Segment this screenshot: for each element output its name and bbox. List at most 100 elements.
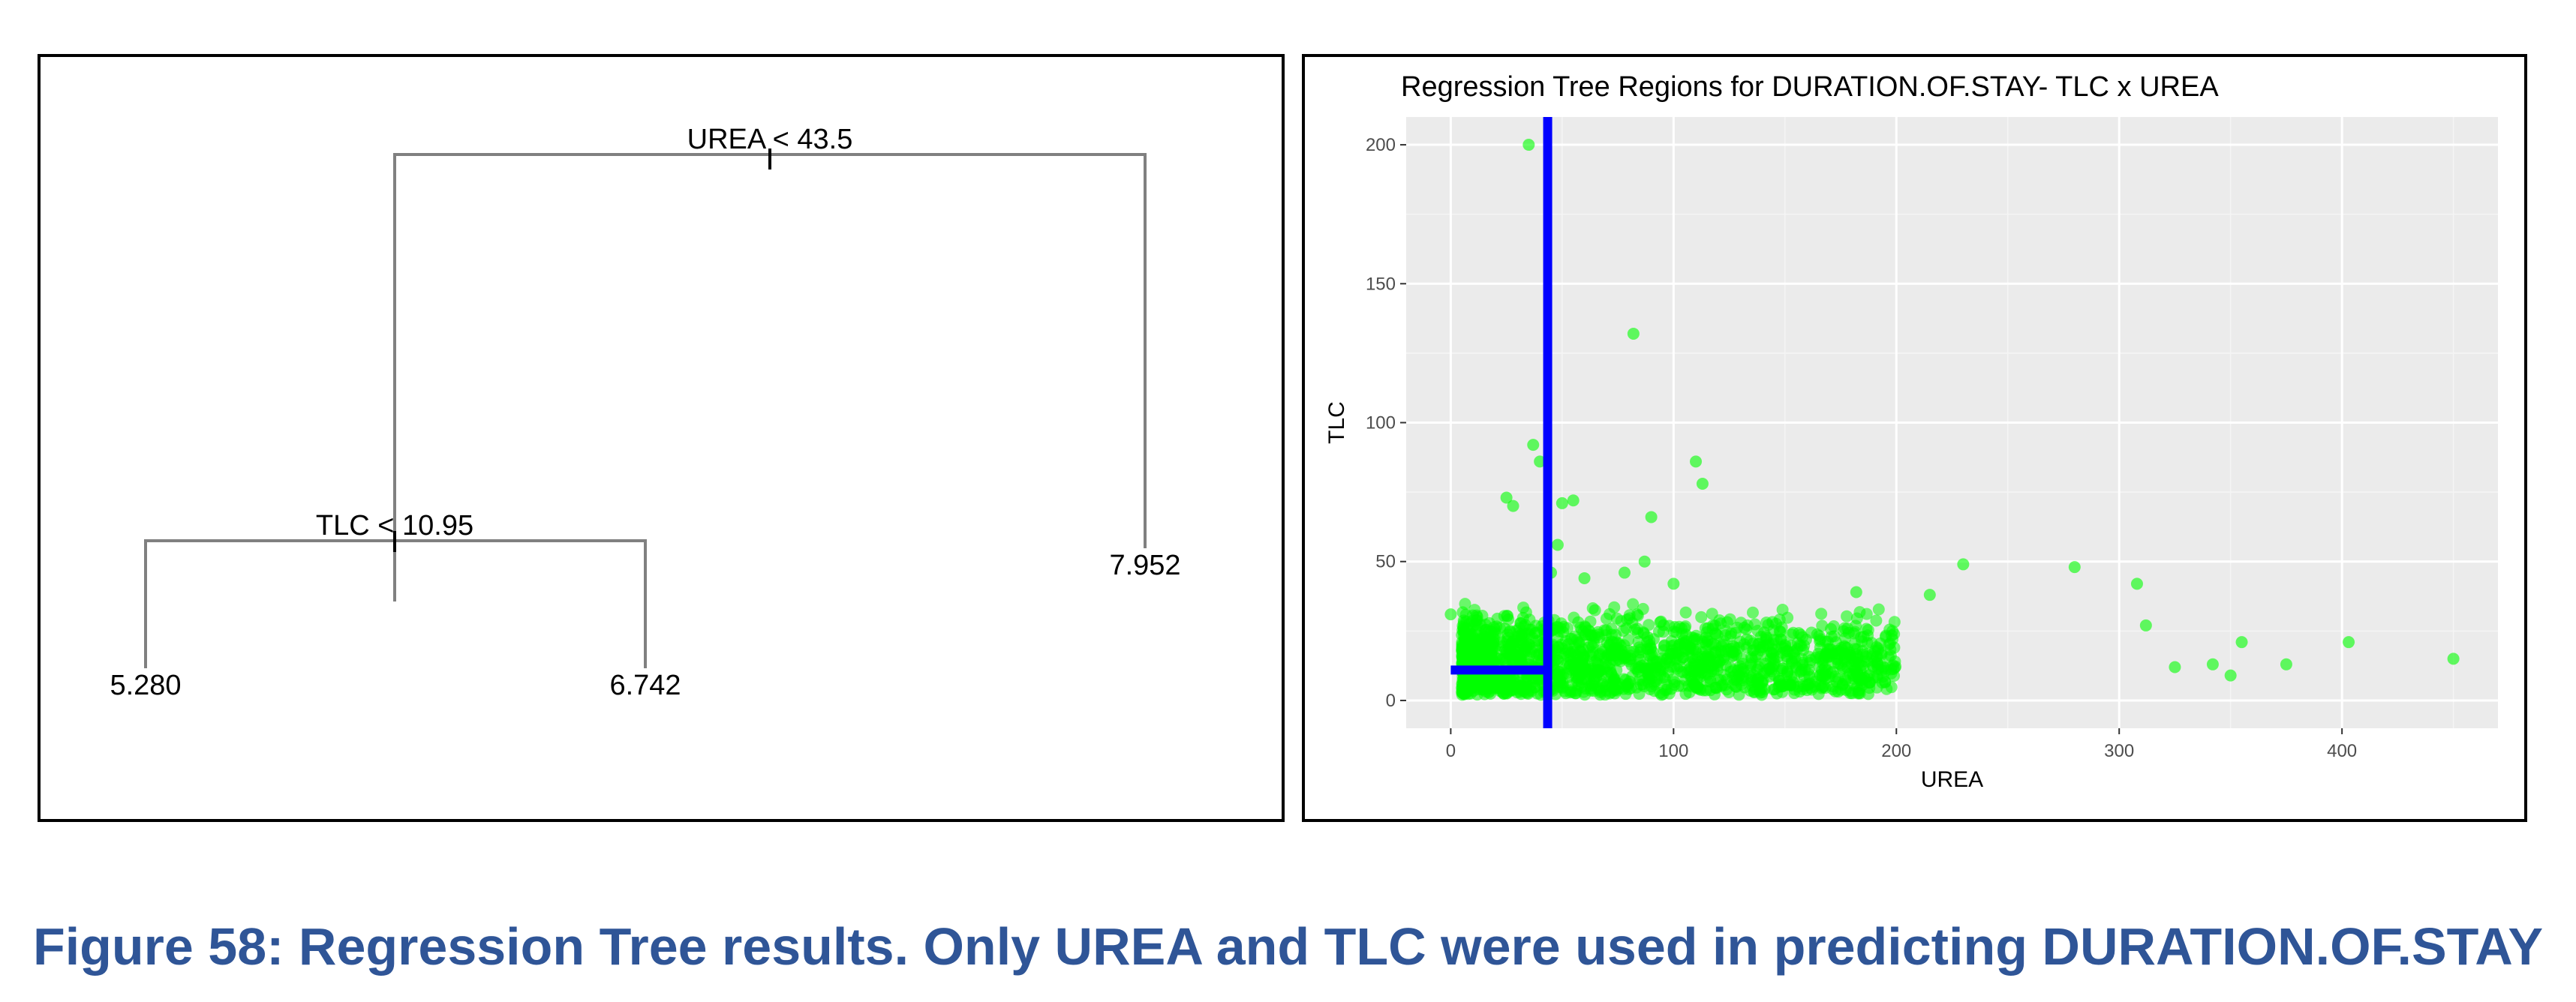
data-point xyxy=(1471,614,1483,627)
data-point xyxy=(2139,619,2152,632)
data-point xyxy=(1720,683,1733,696)
data-point xyxy=(1621,614,1634,626)
data-point xyxy=(1850,586,1862,598)
data-point xyxy=(1464,676,1477,689)
data-point xyxy=(1728,641,1741,654)
data-point xyxy=(1621,678,1634,691)
data-point xyxy=(1755,682,1768,695)
data-point xyxy=(1708,662,1721,675)
data-point xyxy=(1772,651,1784,664)
data-point xyxy=(1663,687,1676,700)
data-point xyxy=(1721,673,1733,686)
data-point xyxy=(1830,653,1843,666)
data-point xyxy=(1879,676,1892,688)
data-point xyxy=(1633,688,1646,700)
regression-tree-diagram: UREA < 43.5 TLC < 10.95 5.280 6.742 7.952 xyxy=(110,124,1180,701)
data-point xyxy=(1724,613,1736,626)
data-point xyxy=(1697,684,1710,697)
data-point xyxy=(1787,626,1799,639)
data-point xyxy=(1872,603,1885,616)
data-point xyxy=(1472,634,1485,646)
data-point xyxy=(1882,651,1895,664)
data-point xyxy=(1841,610,1853,622)
y-tick-label: 100 xyxy=(1366,413,1396,434)
data-point xyxy=(1778,640,1791,652)
data-point xyxy=(1565,663,1577,676)
data-point xyxy=(1525,645,1537,658)
data-point xyxy=(2206,658,2219,670)
tree-root-branch xyxy=(393,153,1147,602)
data-point xyxy=(1679,674,1691,686)
data-point xyxy=(1690,455,1703,468)
data-point xyxy=(1567,494,1580,507)
data-point xyxy=(1648,685,1661,698)
tree-leaf-label: 6.742 xyxy=(609,670,681,701)
data-point xyxy=(1568,646,1580,659)
data-point xyxy=(1634,653,1646,666)
data-point xyxy=(1593,631,1606,644)
data-point xyxy=(1604,657,1616,670)
data-point xyxy=(1555,668,1568,681)
data-point xyxy=(1444,608,1457,621)
data-point xyxy=(1487,637,1500,650)
data-point xyxy=(1848,663,1861,676)
data-point xyxy=(1507,500,1519,512)
data-point xyxy=(1527,439,1540,452)
data-point xyxy=(1633,641,1646,654)
scatter-plot-panel: 0 100 200 300 400 0 50 100 150 200 Regression Tree… xyxy=(1302,54,2527,822)
y-tick-label: 200 xyxy=(1366,135,1396,155)
data-point xyxy=(1627,598,1640,610)
data-point xyxy=(1493,622,1506,634)
data-point xyxy=(1695,610,1708,623)
data-point xyxy=(1556,496,1568,509)
x-tick-label: 300 xyxy=(2104,741,2134,761)
data-point xyxy=(1679,637,1691,650)
data-point xyxy=(1645,511,1658,524)
data-point xyxy=(1644,641,1657,654)
data-point xyxy=(2280,658,2292,670)
data-point xyxy=(1576,674,1589,686)
y-tick-label: 0 xyxy=(1386,691,1396,711)
data-point xyxy=(1793,639,1806,652)
data-point xyxy=(1746,606,1759,619)
data-point xyxy=(1637,602,1649,615)
data-point xyxy=(1578,572,1591,584)
x-tick-label: 400 xyxy=(2327,741,2357,761)
data-point xyxy=(1476,652,1489,665)
data-point xyxy=(1679,606,1692,619)
data-point xyxy=(1552,631,1565,644)
data-point xyxy=(1514,616,1527,629)
data-point xyxy=(1507,651,1519,664)
data-point xyxy=(1586,646,1599,658)
data-point xyxy=(1504,684,1517,697)
data-point xyxy=(1594,686,1607,699)
data-point xyxy=(1654,616,1667,628)
data-point xyxy=(1664,654,1676,667)
data-point xyxy=(2343,636,2355,649)
data-point xyxy=(1849,626,1862,638)
data-point xyxy=(1522,139,1535,152)
tree-leaf-label: 7.952 xyxy=(1109,550,1180,581)
data-point xyxy=(1459,598,1471,610)
x-tick-label: 200 xyxy=(1881,741,1911,761)
data-point xyxy=(1596,644,1609,656)
data-point xyxy=(1665,640,1678,652)
data-point xyxy=(2068,561,2081,574)
data-point xyxy=(1508,674,1521,687)
data-point xyxy=(1709,627,1722,640)
tree-left-split-label: TLC < 10.95 xyxy=(316,510,473,542)
data-point xyxy=(1868,645,1881,658)
data-point xyxy=(1696,478,1709,490)
data-point xyxy=(1631,626,1644,639)
data-point xyxy=(1748,618,1761,631)
data-point xyxy=(1815,608,1828,620)
data-point xyxy=(1825,630,1838,643)
data-point xyxy=(1579,682,1592,695)
data-point xyxy=(1627,327,1640,340)
data-point xyxy=(1550,688,1562,700)
data-point xyxy=(1802,678,1814,691)
scatter-plot: 0 100 200 300 400 0 50 100 150 200 Regression Tree… xyxy=(1324,71,2498,792)
data-point xyxy=(1853,606,1866,619)
tree-root-split-label: UREA < 43.5 xyxy=(687,124,853,155)
data-point xyxy=(1509,634,1522,647)
